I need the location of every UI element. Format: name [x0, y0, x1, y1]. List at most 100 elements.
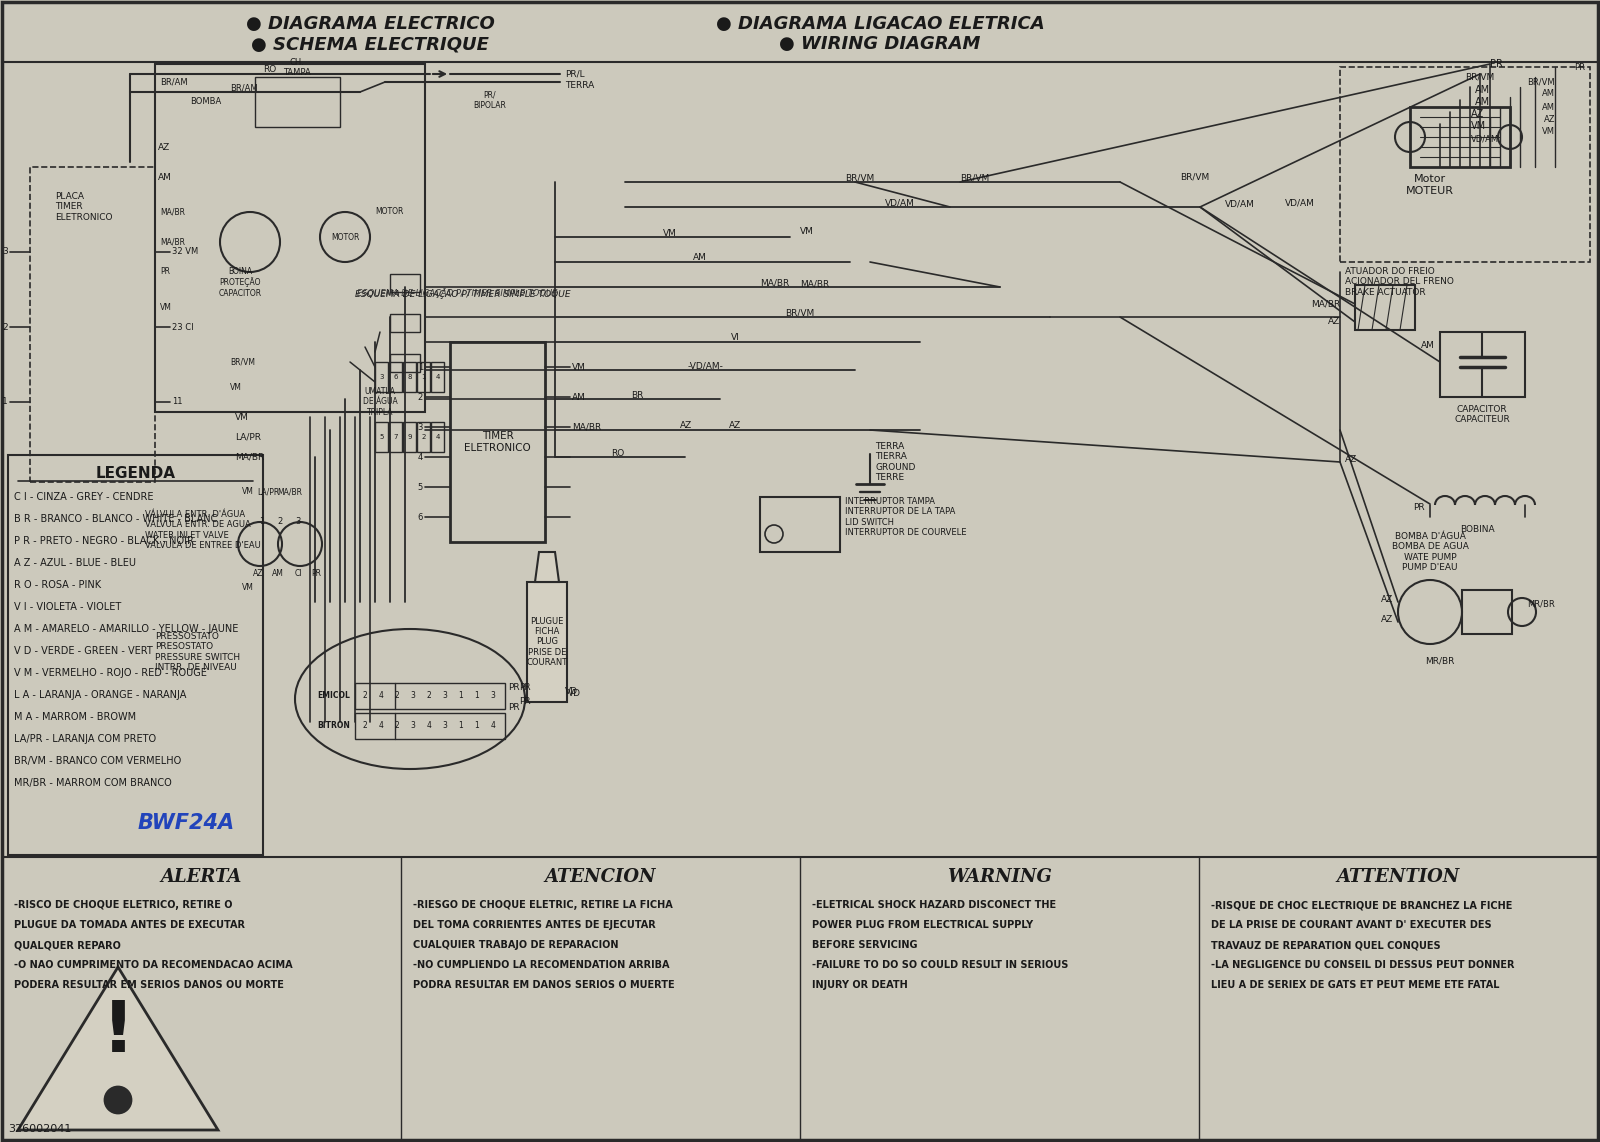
- Text: 3: 3: [411, 692, 416, 700]
- Text: AZ: AZ: [253, 570, 264, 579]
- Text: -RIESGO DE CHOQUE ELETRIC, RETIRE LA FICHA: -RIESGO DE CHOQUE ELETRIC, RETIRE LA FIC…: [413, 900, 672, 910]
- Text: 1: 1: [475, 692, 480, 700]
- Text: AZ: AZ: [1346, 456, 1357, 465]
- Text: VD: VD: [565, 687, 578, 697]
- Bar: [418, 423, 430, 452]
- Polygon shape: [526, 582, 566, 702]
- Text: ● WIRING DIAGRAM: ● WIRING DIAGRAM: [779, 35, 981, 53]
- Text: 3: 3: [443, 722, 448, 731]
- Text: VD/AM: VD/AM: [1285, 199, 1315, 208]
- Text: AM: AM: [573, 393, 586, 402]
- Text: ● DIAGRAMA LIGACAO ELETRICA: ● DIAGRAMA LIGACAO ELETRICA: [715, 15, 1045, 33]
- Text: 3: 3: [379, 373, 384, 380]
- Bar: [355, 713, 506, 739]
- Text: L A - LARANJA - ORANGE - NARANJA: L A - LARANJA - ORANGE - NARANJA: [14, 690, 186, 700]
- Text: AZ: AZ: [1381, 595, 1394, 604]
- Text: 3: 3: [491, 692, 496, 700]
- Text: AZ: AZ: [158, 143, 170, 152]
- Text: AZ: AZ: [730, 421, 741, 431]
- Text: RO: RO: [611, 449, 624, 458]
- Text: BOINA
PROTEÇÃO
CAPACITOR: BOINA PROTEÇÃO CAPACITOR: [219, 267, 261, 298]
- Bar: [1355, 286, 1414, 330]
- Text: QUALQUER REPARO: QUALQUER REPARO: [14, 940, 122, 950]
- Text: CI: CI: [294, 570, 302, 579]
- Text: WARNING: WARNING: [947, 868, 1051, 886]
- Text: LA/PR: LA/PR: [235, 433, 261, 442]
- Bar: [760, 497, 840, 552]
- Text: MA/BR: MA/BR: [760, 279, 790, 288]
- Text: CH.
TAMPA: CH. TAMPA: [283, 57, 310, 77]
- Text: V D - VERDE - GREEN - VERT: V D - VERDE - GREEN - VERT: [14, 646, 152, 656]
- Text: BR/AM: BR/AM: [230, 83, 258, 93]
- Text: BR: BR: [630, 391, 643, 400]
- Text: P R - PRETO - NEGRO - BLACK - NOIR: P R - PRETO - NEGRO - BLACK - NOIR: [14, 536, 194, 546]
- Text: LA/PR - LARANJA COM PRETO: LA/PR - LARANJA COM PRETO: [14, 734, 157, 743]
- Bar: [430, 423, 445, 452]
- Text: 4: 4: [379, 692, 384, 700]
- Text: 23 CI: 23 CI: [173, 322, 194, 331]
- Text: LA/PR: LA/PR: [258, 488, 278, 497]
- Text: 1: 1: [459, 722, 464, 731]
- Text: 4: 4: [491, 722, 496, 731]
- Text: -RISCO DE CHOQUE ELETRICO, RETIRE O: -RISCO DE CHOQUE ELETRICO, RETIRE O: [14, 900, 232, 910]
- Bar: [374, 362, 387, 392]
- Text: 2: 2: [363, 722, 368, 731]
- Text: B R - BRANCO - BLANCO - WHITE - BLANC: B R - BRANCO - BLANCO - WHITE - BLANC: [14, 514, 218, 524]
- Text: TRAVAUZ DE REPARATION QUEL CONQUES: TRAVAUZ DE REPARATION QUEL CONQUES: [1211, 940, 1440, 950]
- Text: Motor
MOTEUR: Motor MOTEUR: [1406, 174, 1454, 195]
- Text: PR: PR: [1413, 502, 1426, 512]
- Text: EMICOL: EMICOL: [317, 692, 350, 700]
- Text: BOMBA D'ÁGUA
BOMBA DE AGUA
WATE PUMP
PUMP D'EAU: BOMBA D'ÁGUA BOMBA DE AGUA WATE PUMP PUM…: [1392, 532, 1469, 572]
- Text: MA/BR: MA/BR: [1310, 299, 1341, 308]
- Text: PR: PR: [310, 570, 322, 579]
- Text: VD/AM: VD/AM: [1226, 200, 1254, 209]
- Text: AM: AM: [1542, 103, 1555, 112]
- Text: PR: PR: [160, 267, 170, 276]
- Text: LEGENDA: LEGENDA: [96, 466, 176, 481]
- Text: AZ: AZ: [680, 421, 693, 431]
- Text: LIEU A DE SERIEX DE GATS ET PEUT MEME ETE FATAL: LIEU A DE SERIEX DE GATS ET PEUT MEME ET…: [1211, 980, 1499, 990]
- Text: 4: 4: [435, 373, 440, 380]
- Text: MA/BR: MA/BR: [277, 488, 302, 497]
- Text: PRESSOSTATO
PRESOSTATO
PRESSURE SWITCH
INTRR. DE NIVEAU: PRESSOSTATO PRESOSTATO PRESSURE SWITCH I…: [155, 632, 240, 673]
- Text: TIMER
ELETRONICO: TIMER ELETRONICO: [464, 432, 531, 452]
- Text: 4: 4: [435, 434, 440, 440]
- Text: PODERA RESULTAR EM SERIOS DANOS OU MORTE: PODERA RESULTAR EM SERIOS DANOS OU MORTE: [14, 980, 283, 990]
- Text: C I - CINZA - GREY - CENDRE: C I - CINZA - GREY - CENDRE: [14, 492, 154, 502]
- Text: PR: PR: [1490, 59, 1502, 69]
- Text: MA/BR: MA/BR: [573, 423, 602, 432]
- Text: PLUGUE DA TOMADA ANTES DE EXECUTAR: PLUGUE DA TOMADA ANTES DE EXECUTAR: [14, 920, 245, 930]
- Text: 9: 9: [408, 434, 411, 440]
- Bar: [389, 362, 402, 392]
- Text: VM: VM: [1470, 121, 1485, 131]
- Text: VM: VM: [1542, 128, 1555, 137]
- Text: PR: PR: [509, 683, 520, 692]
- Text: 6: 6: [418, 513, 422, 522]
- Text: AM: AM: [1475, 97, 1490, 107]
- Bar: [403, 423, 416, 452]
- Text: A Z - AZUL - BLUE - BLEU: A Z - AZUL - BLUE - BLEU: [14, 558, 136, 568]
- Text: PODRA RESULTAR EM DANOS SERIOS O MUERTE: PODRA RESULTAR EM DANOS SERIOS O MUERTE: [413, 980, 675, 990]
- Text: PLACA
TIMER
ELETRONICO: PLACA TIMER ELETRONICO: [54, 192, 112, 222]
- Text: 3: 3: [418, 423, 422, 432]
- Text: VD/AM: VD/AM: [1470, 135, 1499, 144]
- Text: POWER PLUG FROM ELECTRICAL SUPPLY: POWER PLUG FROM ELECTRICAL SUPPLY: [811, 920, 1034, 930]
- Text: BITRON: BITRON: [317, 722, 350, 731]
- Bar: [155, 64, 426, 412]
- Text: MOTOR: MOTOR: [331, 233, 358, 241]
- Text: VM: VM: [573, 362, 586, 371]
- Text: -O NAO CUMPRIMENTO DA RECOMENDACAO ACIMA: -O NAO CUMPRIMENTO DA RECOMENDACAO ACIMA: [14, 960, 293, 970]
- Bar: [374, 423, 387, 452]
- Text: INTERRUPTOR TAMPA
INTERRUPTOR DE LA TAPA
LID SWITCH
INTERRUPTOR DE COURVELE: INTERRUPTOR TAMPA INTERRUPTOR DE LA TAPA…: [845, 497, 966, 537]
- Text: 11: 11: [173, 397, 182, 407]
- Text: AZ: AZ: [1328, 317, 1341, 327]
- Text: TERRA
TIERRA
GROUND
TERRE: TERRA TIERRA GROUND TERRE: [875, 442, 915, 482]
- Polygon shape: [534, 552, 558, 582]
- Text: AZ: AZ: [1544, 115, 1555, 124]
- Bar: [254, 77, 339, 127]
- Text: AM: AM: [693, 254, 707, 263]
- Bar: [1440, 332, 1525, 397]
- Text: VD/AM: VD/AM: [885, 199, 915, 208]
- Text: PR: PR: [518, 683, 531, 692]
- Text: AM: AM: [272, 570, 283, 579]
